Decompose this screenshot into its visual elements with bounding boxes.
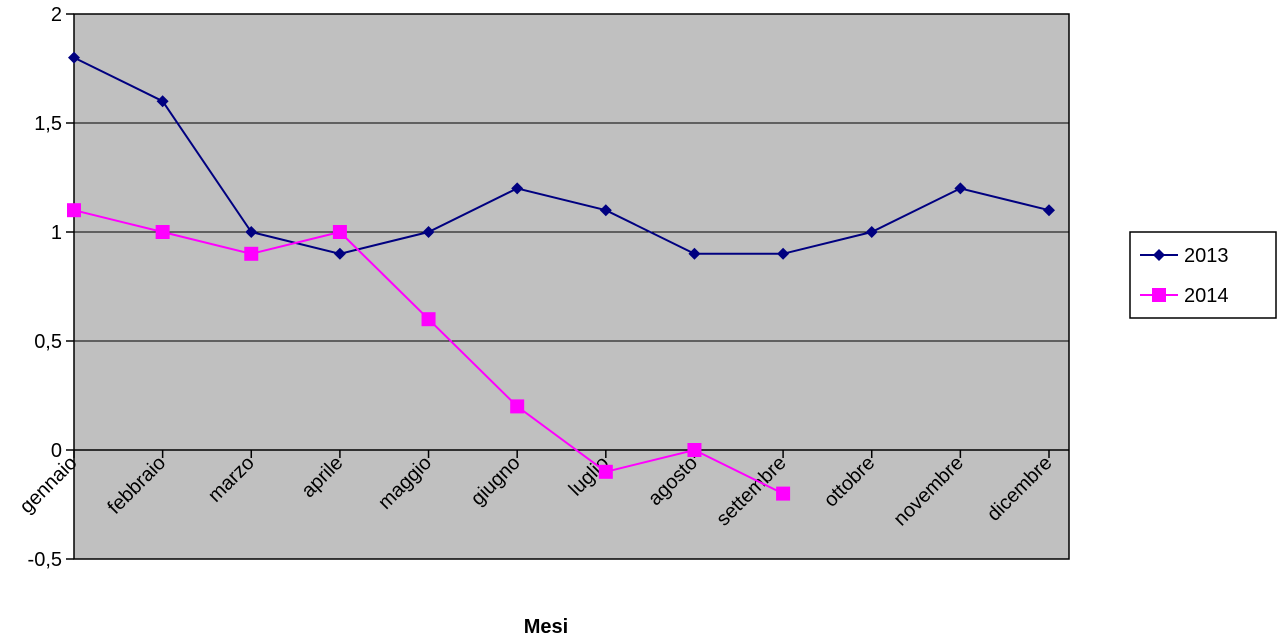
data-point-2013 — [68, 51, 80, 64]
data-point-2013 — [599, 204, 612, 217]
data-point-2013 — [245, 226, 258, 238]
data-point-2014 — [598, 464, 613, 479]
data-point-2013 — [777, 247, 790, 260]
series-line-2013 — [73, 56, 1050, 255]
x-axis-title: Mesi — [524, 616, 568, 638]
data-point-2014 — [687, 443, 702, 457]
x-tick-label: gennaio — [16, 452, 82, 518]
y-tick-label: 1,5 — [34, 113, 62, 135]
data-point-2013 — [156, 95, 169, 108]
legend-box — [1129, 231, 1277, 319]
y-tick-label: -0,5 — [28, 549, 62, 571]
data-point-2013 — [688, 247, 701, 260]
series-layer — [67, 51, 1055, 501]
y-axis: -0,5 0 0,5 1 1,5 2 — [28, 4, 74, 571]
data-point-2014 — [155, 225, 170, 239]
data-point-2013 — [1043, 204, 1055, 217]
data-point-2013 — [865, 226, 878, 238]
plot-area — [73, 13, 1070, 560]
y-tick-label: 1 — [51, 222, 62, 244]
data-point-2014 — [67, 203, 81, 218]
legend-label-2013: 2013 — [1184, 245, 1229, 267]
legend-marker-2014 — [1152, 288, 1166, 302]
data-point-2014 — [776, 486, 791, 501]
legend-label-2014: 2014 — [1184, 285, 1229, 307]
data-point-2014 — [510, 399, 525, 414]
legend-marker-2013 — [1153, 249, 1165, 261]
y-tick-label: 0,5 — [34, 331, 62, 353]
data-point-2013 — [511, 182, 524, 195]
y-tick-label: 0 — [51, 440, 62, 462]
y-tick-label: 2 — [51, 4, 62, 26]
legend: 2013 2014 — [1129, 231, 1277, 319]
data-point-2013 — [954, 182, 967, 195]
data-point-2014 — [332, 225, 347, 239]
data-point-2013 — [422, 226, 435, 238]
data-point-2014 — [244, 246, 259, 261]
data-point-2013 — [333, 247, 346, 260]
data-point-2014 — [421, 312, 436, 327]
